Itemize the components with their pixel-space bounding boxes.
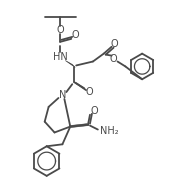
Polygon shape	[69, 124, 89, 128]
Text: N: N	[59, 90, 66, 100]
Text: NH₂: NH₂	[100, 126, 118, 136]
Text: O: O	[57, 25, 64, 35]
Text: O: O	[111, 39, 118, 49]
Polygon shape	[65, 61, 75, 68]
Text: O: O	[85, 87, 93, 97]
Text: O: O	[90, 106, 98, 116]
Text: O: O	[110, 54, 117, 64]
Text: HN: HN	[53, 52, 68, 61]
Text: O: O	[71, 30, 79, 40]
